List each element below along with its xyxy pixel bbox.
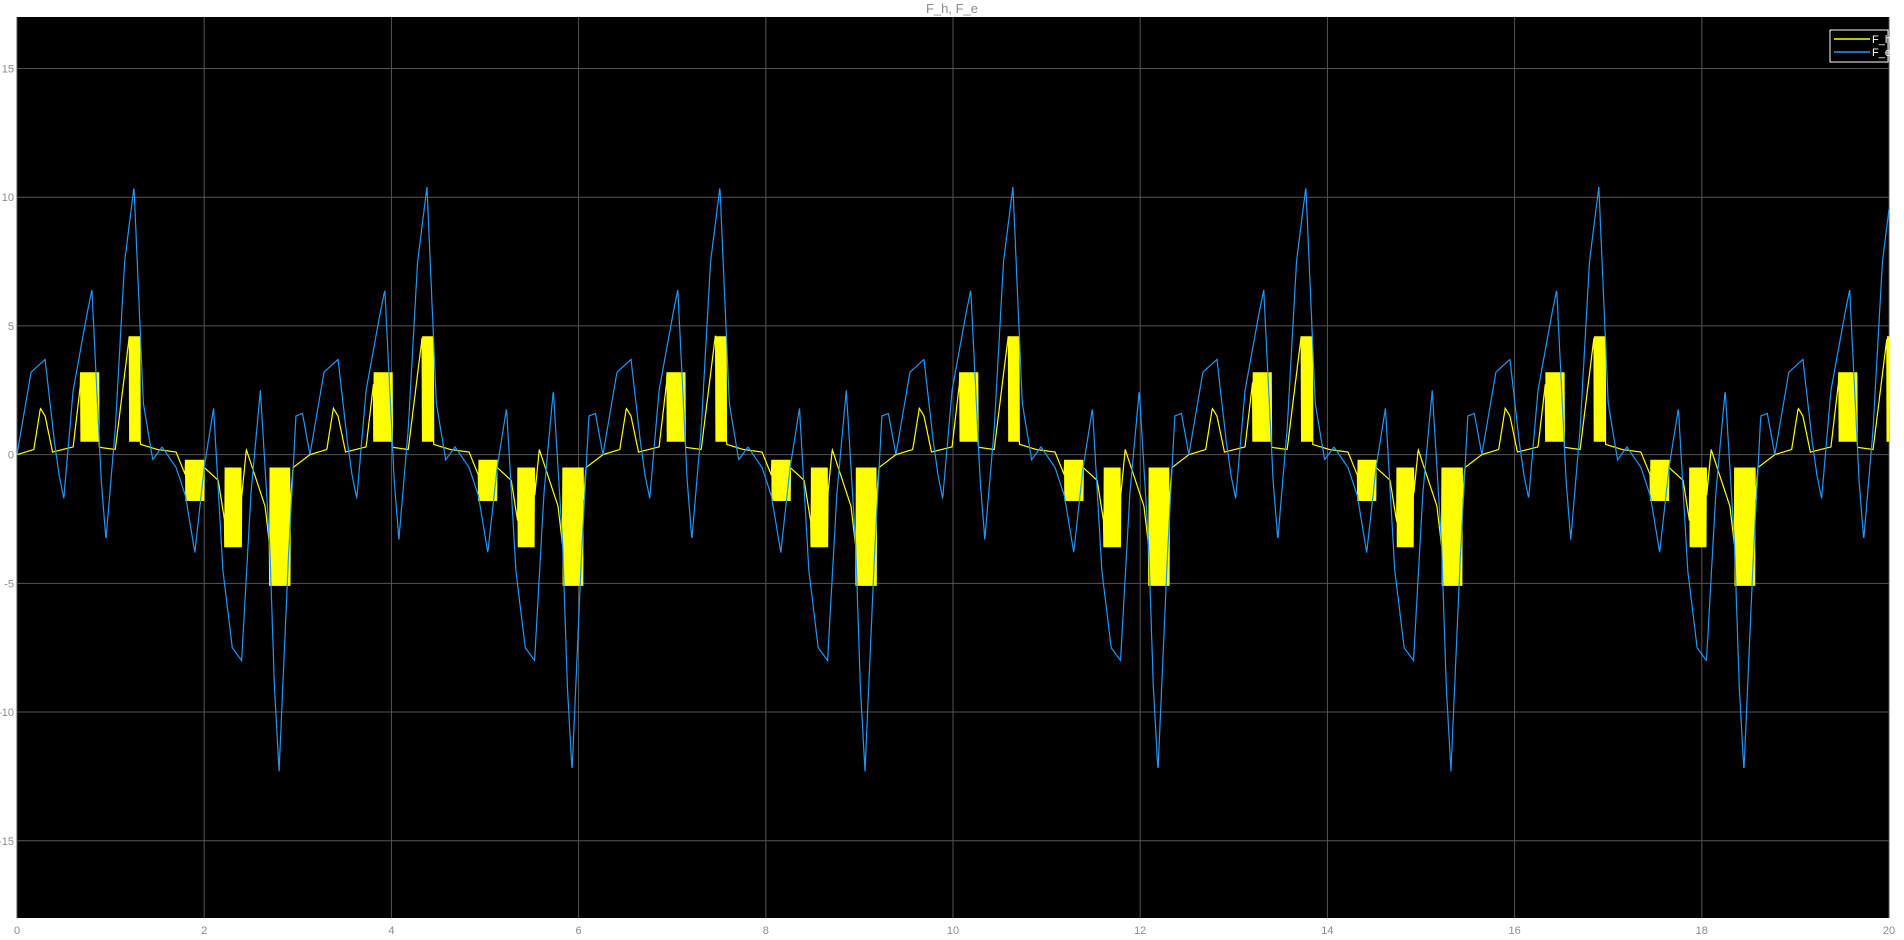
y-tick-label: -15 — [0, 836, 14, 848]
y-tick-label: -10 — [0, 707, 14, 719]
legend-entry: F_h — [1872, 34, 1891, 46]
x-tick-label: 2 — [201, 925, 207, 937]
y-tick-label: -5 — [4, 578, 14, 590]
x-tick-label: 4 — [388, 925, 394, 937]
y-tick-label: 0 — [8, 450, 14, 462]
x-tick-label: 10 — [947, 925, 959, 937]
series-layer — [16, 186, 1890, 772]
series-line-f-h — [16, 335, 1890, 586]
x-tick-label: 8 — [763, 925, 769, 937]
x-tick-label: 16 — [1508, 925, 1520, 937]
y-tick-label: 15 — [2, 63, 14, 75]
grid — [16, 17, 1890, 918]
x-tick-label: 0 — [14, 925, 20, 937]
legend: F_hF_e — [1829, 29, 1891, 63]
chart-title: F_h, F_e — [926, 1, 978, 16]
x-axis: 0 2 4 6 8 10 12 14 16 18 20 — [14, 925, 1895, 937]
series-line-f-e — [16, 186, 1890, 772]
x-tick-label: 12 — [1134, 925, 1146, 937]
x-tick-label: 20 — [1883, 925, 1895, 937]
y-axis: -15 -10 -5 0 5 10 15 — [0, 63, 14, 847]
x-tick-label: 6 — [576, 925, 582, 937]
legend-entry: F_e — [1872, 47, 1891, 59]
y-tick-label: 5 — [8, 321, 14, 333]
x-tick-label: 18 — [1696, 925, 1708, 937]
legend-box — [1829, 29, 1889, 63]
x-tick-label: 14 — [1321, 925, 1333, 937]
y-tick-label: 10 — [2, 192, 14, 204]
